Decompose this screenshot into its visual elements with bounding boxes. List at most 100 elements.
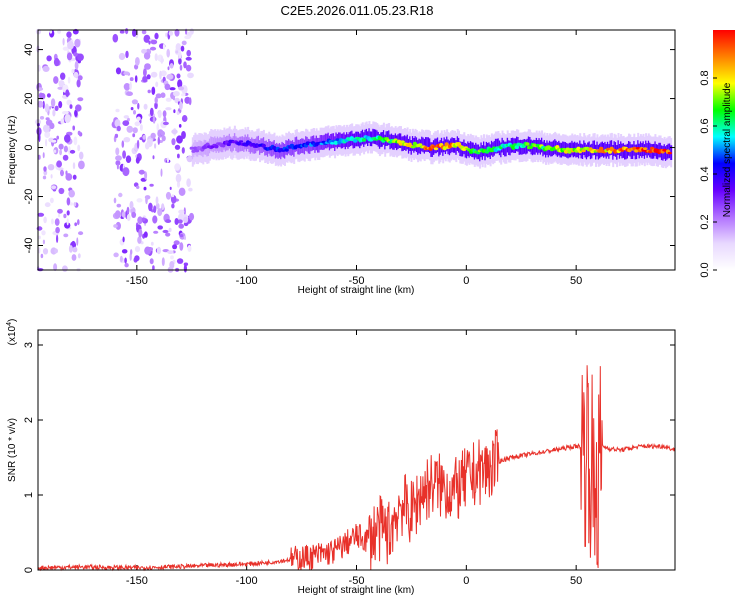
noise-speckle (168, 227, 172, 232)
ridge-band (596, 141, 599, 157)
ridge-core (563, 149, 569, 154)
noise-speckle (115, 108, 120, 113)
noise-speckle (152, 265, 155, 271)
spectrogram-frame (37, 29, 676, 271)
ridge-band (232, 136, 235, 151)
spectrogram-panel: -150 -100 -50 0 50 -40 -20 0 20 40 Height of str… (7, 28, 676, 296)
noise-speckle (160, 131, 165, 136)
noise-speckle (170, 195, 177, 204)
noise-speckle (41, 230, 46, 236)
noise-speckle (126, 91, 133, 96)
noise-speckle (60, 72, 66, 80)
noise-speckle (40, 253, 44, 259)
noise-speckle (174, 218, 179, 225)
noise-speckle (129, 77, 134, 82)
noise-speckle (135, 157, 140, 164)
noise-speckle (37, 100, 44, 108)
ridge-band (426, 137, 429, 152)
noise-speckle (46, 55, 52, 62)
ridge-core (214, 144, 219, 149)
noise-speckle (152, 155, 155, 160)
ridge-band (207, 141, 210, 156)
noise-speckle (72, 125, 75, 131)
noise-speckle (154, 143, 157, 149)
ridge-core (251, 142, 256, 146)
noise-speckle (76, 79, 81, 88)
noise-speckle (177, 153, 180, 159)
ridge-band (593, 140, 596, 156)
noise-speckle (168, 31, 174, 36)
noise-speckle (134, 246, 141, 253)
ridge-band (295, 136, 298, 152)
noise-speckle (42, 100, 45, 109)
noise-speckle (62, 46, 70, 51)
noise-speckle (165, 232, 171, 237)
colorbar-tick-label: 0.2 (699, 214, 711, 229)
ridge-band (631, 144, 634, 159)
ridge-band (425, 137, 427, 152)
noise-speckle (145, 142, 150, 150)
ridge-band (318, 137, 321, 153)
ridge-band (509, 140, 512, 156)
noise-speckle (136, 198, 143, 203)
ridge-core (330, 142, 335, 145)
noise-speckle (132, 127, 138, 134)
noise-speckle (179, 64, 183, 71)
noise-speckle (130, 249, 133, 255)
spectrogram-x-tick-label: -50 (349, 275, 365, 287)
noise-speckle (157, 109, 162, 119)
noise-speckle (155, 196, 159, 205)
snr-x-tick-label: -50 (349, 575, 365, 587)
noise-speckle (143, 34, 151, 43)
snr-x-tick-label: 50 (570, 575, 582, 587)
noise-speckle (45, 117, 50, 121)
noise-speckle (77, 130, 81, 136)
snr-y-multiplier: (x104) (6, 319, 18, 346)
noise-speckle (126, 206, 130, 215)
noise-speckle (178, 124, 182, 128)
noise-speckle (43, 216, 47, 224)
noise-speckle (62, 265, 68, 272)
noise-speckle (159, 70, 162, 80)
noise-speckle (183, 61, 187, 69)
noise-speckle (124, 257, 127, 264)
ridge-core (191, 149, 196, 153)
noise-speckle (56, 234, 59, 243)
ridge-band (309, 139, 312, 154)
snr-y-tick-label: 1 (23, 492, 35, 498)
noise-speckle (161, 135, 166, 142)
noise-speckle (181, 147, 185, 154)
ridge-band (484, 145, 487, 161)
ridge-band (438, 141, 441, 157)
noise-speckle (139, 124, 143, 131)
noise-speckle (43, 124, 50, 133)
noise-speckle (149, 247, 153, 252)
ridge-band (534, 140, 537, 155)
noise-speckle (63, 233, 69, 238)
noise-speckle (54, 248, 58, 254)
noise-speckle (122, 236, 125, 243)
ridge-core (238, 140, 244, 143)
spectrogram-y-tick-label: 0 (23, 144, 35, 150)
noise-speckle (178, 86, 185, 91)
noise-speckle (60, 169, 64, 177)
ridge-band (625, 144, 628, 160)
noise-speckle (171, 203, 175, 209)
noise-speckle (123, 115, 129, 119)
noise-speckle (115, 160, 121, 166)
noise-speckle (63, 213, 67, 219)
noise-speckle (154, 96, 158, 104)
noise-speckle (133, 110, 136, 115)
noise-speckle (115, 155, 122, 161)
ridge-band (497, 138, 500, 154)
noise-speckle (176, 181, 181, 188)
noise-speckle (162, 121, 169, 126)
noise-speckle (73, 136, 78, 146)
noise-speckle (113, 252, 119, 258)
ridge-core (226, 143, 231, 147)
noise-speckle (58, 187, 65, 195)
noise-speckle (38, 235, 41, 240)
noise-speckle (141, 217, 146, 222)
ridge-core (484, 150, 490, 154)
noise-speckle (162, 229, 169, 234)
